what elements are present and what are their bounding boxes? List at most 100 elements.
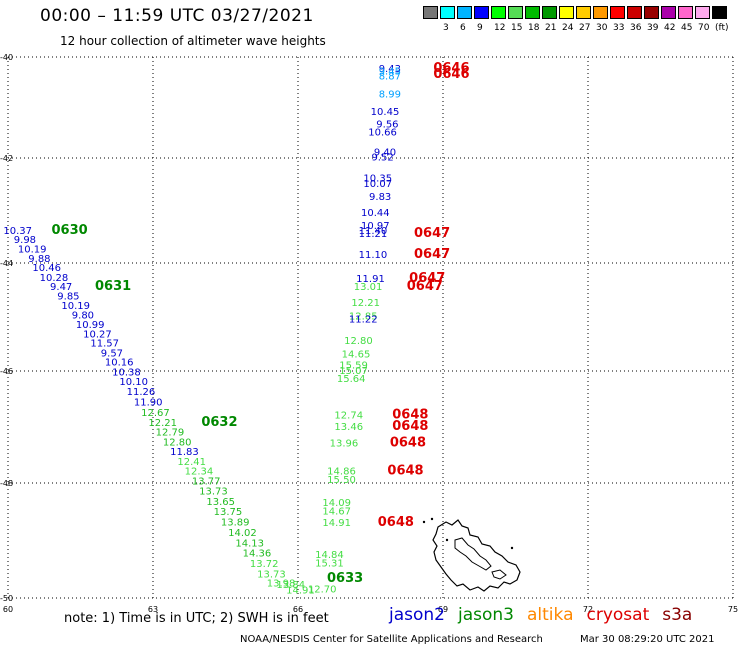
wave-height-label: 10.27: [83, 330, 112, 341]
wave-height-label: 11.90: [134, 398, 163, 409]
pass-time-labels: 0646064606470647064706470648064806480648…: [52, 61, 470, 586]
page-subtitle: 12 hour collection of altimeter wave hei…: [60, 34, 326, 48]
wave-height-label: 10.07: [363, 179, 392, 190]
wave-height-label: 14.91: [322, 518, 351, 529]
wave-height-label: 12.74: [334, 411, 363, 422]
wave-height-label: 13.75: [214, 507, 243, 518]
wave-height-label: 13.72: [250, 559, 279, 570]
pass-time-label: 0630: [52, 223, 88, 238]
wave-height-label: 9.40: [374, 147, 396, 158]
wave-height-label: 14.91: [286, 585, 315, 596]
wave-height-label: 12.79: [156, 427, 185, 438]
pass-time-label: 0648: [392, 419, 428, 434]
color-scale-label: 70: [698, 23, 710, 33]
color-scale-label: 24: [562, 23, 574, 33]
color-swatch: [627, 6, 642, 19]
wave-height-label: 11.22: [349, 314, 378, 325]
lat-tick-label: -48: [0, 479, 13, 488]
lat-tick-label: -46: [0, 367, 13, 376]
lat-tick-label: -40: [0, 53, 13, 62]
color-scale-label: 6: [460, 23, 466, 33]
color-swatch: [678, 6, 693, 19]
wave-height-label: 11.83: [170, 447, 199, 458]
pass-time-label: 0631: [95, 279, 131, 294]
wave-height-label: 10.45: [371, 107, 400, 118]
color-scale-label: 36: [630, 23, 642, 33]
lon-tick-label: 66: [293, 605, 303, 614]
wave-height-label: 9.56: [376, 120, 398, 131]
footer-timestamp: Mar 30 08:29:20 UTC 2021: [580, 634, 715, 645]
lon-tick-label: 63: [148, 605, 158, 614]
wave-height-label: 13.77: [192, 477, 221, 488]
pass-time-label: 0648: [387, 464, 423, 479]
pass-time-label: 0633: [327, 571, 363, 586]
wave-height-label: 8.99: [379, 89, 401, 100]
wave-height-label: 9.98: [14, 235, 36, 246]
lat-tick-label: -44: [0, 259, 13, 268]
color-swatch: [576, 6, 591, 19]
wave-height-label: 10.10: [119, 377, 148, 388]
wave-height-label: 9.47: [50, 282, 72, 293]
lat-tick-label: -42: [0, 154, 13, 163]
color-swatch: [559, 6, 574, 19]
color-swatch: [491, 6, 506, 19]
wave-height-label: 10.46: [32, 263, 61, 274]
lon-tick-label: 69: [438, 605, 448, 614]
pass-time-label: 0647: [414, 247, 450, 262]
wave-height-label: 14.13: [235, 538, 264, 549]
wave-height-label: 12.34: [185, 467, 214, 478]
wave-height-label: 10.44: [361, 208, 390, 219]
mission-legend: jason2 jason3 altika cryosat s3a: [389, 605, 705, 625]
color-swatch: [423, 6, 438, 19]
map-grid: [7, 56, 734, 599]
islet: [445, 538, 449, 542]
islet: [430, 517, 434, 521]
wave-height-label: 9.80: [72, 311, 94, 322]
wave-height-label: 12.21: [148, 418, 177, 429]
wave-height-label: 9.52: [371, 153, 393, 164]
wave-height-label: 15.50: [327, 475, 356, 486]
color-scale-label: 33: [613, 23, 625, 33]
color-swatch: [474, 6, 489, 19]
pass-time-label: 0647: [409, 271, 445, 286]
wave-height-label: 13.73: [257, 569, 286, 580]
color-scale-label: 3: [443, 23, 449, 33]
color-swatch: [661, 6, 676, 19]
wave-height-label: 9.45: [379, 67, 401, 78]
lat-tick-label: -50: [0, 594, 13, 603]
color-swatch: [610, 6, 625, 19]
lon-tick-label: 75: [728, 605, 738, 614]
islet: [510, 546, 514, 550]
color-swatch: [644, 6, 659, 19]
wave-height-label: 12.85: [349, 312, 378, 323]
color-swatch: [695, 6, 710, 19]
wave-height-label: 13.65: [206, 497, 235, 508]
wave-height-label: 13.84: [276, 580, 305, 591]
wave-height-label: 15.07: [339, 366, 368, 377]
color-swatch: [593, 6, 608, 19]
footer-credit: NOAA/NESDIS Center for Satellite Applica…: [240, 634, 543, 645]
wave-height-label: 14.02: [228, 528, 257, 539]
wave-height-label: 11.40: [359, 226, 388, 237]
wave-height-label: 10.66: [368, 127, 397, 138]
wave-height-label: 11.26: [127, 387, 156, 398]
wave-height-label: 10.35: [363, 174, 392, 185]
pass-time-label: 0646: [433, 61, 469, 76]
wave-height-label: 12.41: [177, 457, 206, 468]
kerguelen-island: [422, 517, 521, 592]
color-scale-label: 27: [579, 23, 591, 33]
color-scale-label: 12: [494, 23, 506, 33]
wave-height-label: 12.80: [163, 437, 192, 448]
color-scale-unit: (ft): [715, 23, 729, 33]
color-swatch: [525, 6, 540, 19]
note-text: note: 1) Time is in UTC; 2) SWH is in fe…: [64, 611, 329, 626]
pass-time-label: 0647: [414, 226, 450, 241]
wave-height-label: 15.59: [339, 360, 368, 371]
pass-time-label: 0648: [390, 436, 426, 451]
wave-height-label: 10.19: [18, 245, 47, 256]
pass-time-label: 0648: [392, 408, 428, 423]
color-swatch: [440, 6, 455, 19]
wave-height-label: 11.10: [359, 250, 388, 261]
page-title: 00:00 – 11:59 UTC 03/27/2021: [40, 6, 314, 26]
